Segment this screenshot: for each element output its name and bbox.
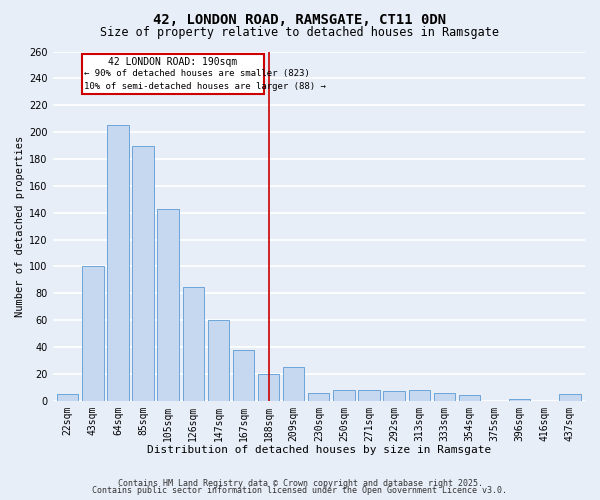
Text: 42, LONDON ROAD, RAMSGATE, CT11 0DN: 42, LONDON ROAD, RAMSGATE, CT11 0DN: [154, 12, 446, 26]
Text: 42 LONDON ROAD: 190sqm: 42 LONDON ROAD: 190sqm: [108, 57, 237, 67]
FancyBboxPatch shape: [82, 54, 263, 94]
Bar: [283, 367, 304, 400]
Bar: [333, 390, 355, 400]
Text: Size of property relative to detached houses in Ramsgate: Size of property relative to detached ho…: [101, 26, 499, 39]
Bar: [358, 390, 380, 400]
Bar: [308, 392, 329, 400]
Bar: [157, 208, 179, 400]
Bar: [409, 390, 430, 400]
Y-axis label: Number of detached properties: Number of detached properties: [15, 136, 25, 316]
Text: Contains HM Land Registry data © Crown copyright and database right 2025.: Contains HM Land Registry data © Crown c…: [118, 478, 482, 488]
Text: ← 90% of detached houses are smaller (823): ← 90% of detached houses are smaller (82…: [84, 69, 310, 78]
Bar: [133, 146, 154, 400]
Bar: [383, 392, 405, 400]
Bar: [208, 320, 229, 400]
Bar: [258, 374, 279, 400]
Text: Contains public sector information licensed under the Open Government Licence v3: Contains public sector information licen…: [92, 486, 508, 495]
Bar: [57, 394, 79, 400]
Bar: [434, 392, 455, 400]
Bar: [182, 286, 204, 401]
Bar: [459, 396, 480, 400]
Bar: [559, 394, 581, 400]
Bar: [82, 266, 104, 400]
X-axis label: Distribution of detached houses by size in Ramsgate: Distribution of detached houses by size …: [147, 445, 491, 455]
Text: 10% of semi-detached houses are larger (88) →: 10% of semi-detached houses are larger (…: [84, 82, 326, 92]
Bar: [233, 350, 254, 401]
Bar: [107, 126, 128, 400]
